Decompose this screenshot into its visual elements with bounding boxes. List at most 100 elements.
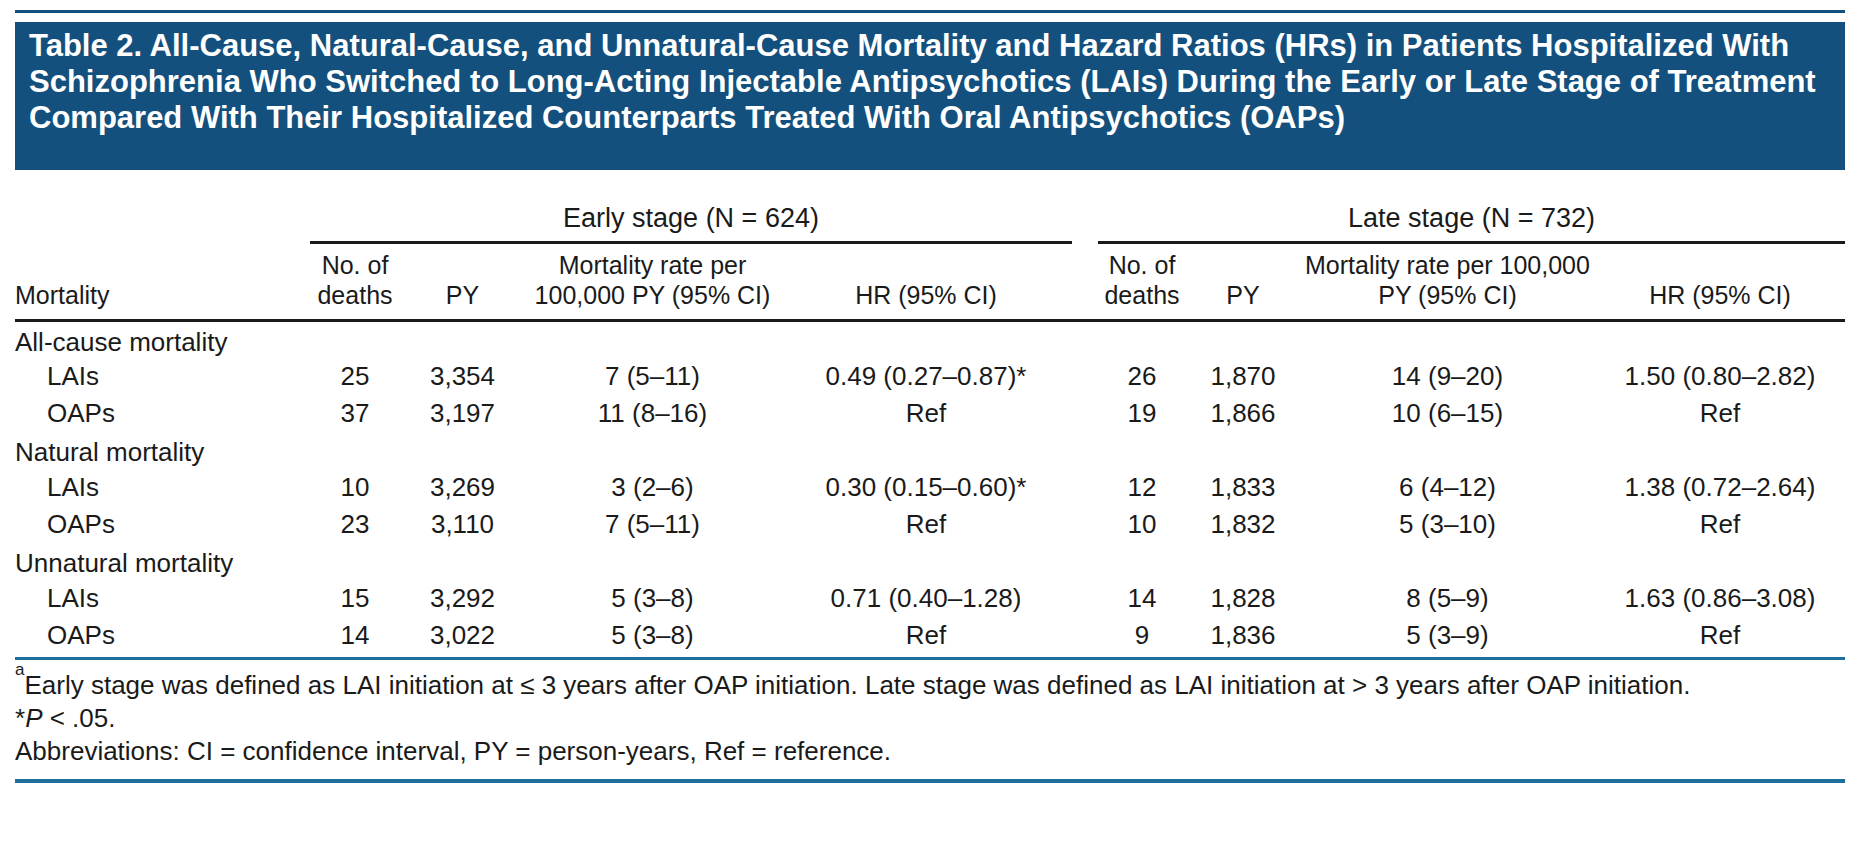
col-header-deaths-early: No. of deaths — [310, 242, 400, 320]
mortality-table: Early stage (N = 624) Late stage (N = 73… — [15, 186, 1845, 654]
cell-hr-early: 0.71 (0.40–1.28) — [780, 580, 1072, 617]
cell-py-late: 1,836 — [1186, 617, 1300, 654]
cell-rate-late: 10 (6–15) — [1300, 395, 1595, 432]
cell-deaths-late: 10 — [1098, 506, 1186, 543]
row-label: OAPs — [15, 506, 310, 543]
col-header-py-late: PY — [1186, 242, 1300, 320]
group-label: Natural mortality — [15, 432, 1845, 469]
footnote-a: aEarly stage was defined as LAI initiati… — [15, 669, 1775, 702]
cell-rate-late: 6 (4–12) — [1300, 469, 1595, 506]
footnote-pvalue: *P < .05. — [15, 702, 1845, 735]
cell-rate-early: 3 (2–6) — [525, 469, 780, 506]
cell-hr-late: 1.50 (0.80–2.82) — [1595, 358, 1845, 395]
cell-hr-early: Ref — [780, 395, 1072, 432]
page: Table 2. All-Cause, Natural-Cause, and U… — [0, 0, 1861, 868]
bottom-divider-rule — [15, 779, 1845, 783]
group-label: Unnatural mortality — [15, 543, 1845, 580]
cell-py-early: 3,197 — [400, 395, 525, 432]
cell-gap — [1072, 580, 1098, 617]
group-label: All-cause mortality — [15, 320, 1845, 358]
col-header-deaths-late: No. of deaths — [1098, 242, 1186, 320]
cell-gap — [1072, 506, 1098, 543]
group-row-all-cause: All-cause mortality — [15, 320, 1845, 358]
cell-py-late: 1,866 — [1186, 395, 1300, 432]
row-label: OAPs — [15, 395, 310, 432]
cell-deaths-late: 14 — [1098, 580, 1186, 617]
cell-py-early: 3,354 — [400, 358, 525, 395]
row-label: OAPs — [15, 617, 310, 654]
table-content: Table 2. All-Cause, Natural-Cause, and U… — [15, 10, 1845, 783]
cell-deaths-early: 37 — [310, 395, 400, 432]
col-header-hr-late: HR (95% CI) — [1595, 242, 1845, 320]
cell-rate-early: 5 (3–8) — [525, 617, 780, 654]
footnote-p-symbol: P — [25, 703, 42, 733]
cell-hr-early: 0.49 (0.27–0.87)* — [780, 358, 1072, 395]
data-row-all-cause-oaps: OAPs 37 3,197 11 (8–16) Ref 19 1,866 10 … — [15, 395, 1845, 432]
spanner-gap-cell — [1072, 186, 1098, 242]
col-header-mortality: Mortality — [15, 242, 310, 320]
footnote-p-rest: < .05. — [42, 703, 115, 733]
cell-gap — [1072, 617, 1098, 654]
col-header-rate-early: Mortality rate per 100,000 PY (95% CI) — [525, 242, 780, 320]
cell-rate-early: 7 (5–11) — [525, 506, 780, 543]
cell-deaths-early: 25 — [310, 358, 400, 395]
data-row-unnatural-lais: LAIs 15 3,292 5 (3–8) 0.71 (0.40–1.28) 1… — [15, 580, 1845, 617]
footnote-a-marker: a — [15, 660, 24, 679]
cell-py-late: 1,828 — [1186, 580, 1300, 617]
cell-rate-early: 7 (5–11) — [525, 358, 780, 395]
cell-deaths-late: 9 — [1098, 617, 1186, 654]
table-title-banner: Table 2. All-Cause, Natural-Cause, and U… — [15, 22, 1845, 170]
footnote-a-text: Early stage was defined as LAI initiatio… — [24, 670, 1690, 700]
cell-deaths-early: 14 — [310, 617, 400, 654]
cell-hr-late: 1.63 (0.86–3.08) — [1595, 580, 1845, 617]
cell-gap — [1072, 358, 1098, 395]
cell-hr-late: Ref — [1595, 506, 1845, 543]
cell-rate-late: 5 (3–9) — [1300, 617, 1595, 654]
cell-rate-late: 8 (5–9) — [1300, 580, 1595, 617]
cell-hr-early: Ref — [780, 506, 1072, 543]
cell-gap — [1072, 395, 1098, 432]
row-label: LAIs — [15, 580, 310, 617]
cell-rate-late: 14 (9–20) — [1300, 358, 1595, 395]
cell-py-late: 1,870 — [1186, 358, 1300, 395]
cell-rate-late: 5 (3–10) — [1300, 506, 1595, 543]
cell-rate-early: 5 (3–8) — [525, 580, 780, 617]
cell-py-early: 3,269 — [400, 469, 525, 506]
data-row-all-cause-lais: LAIs 25 3,354 7 (5–11) 0.49 (0.27–0.87)*… — [15, 358, 1845, 395]
col-header-rate-late: Mortality rate per 100,000 PY (95% CI) — [1300, 242, 1595, 320]
cell-py-early: 3,292 — [400, 580, 525, 617]
col-header-gap — [1072, 242, 1098, 320]
late-stage-header: Late stage (N = 732) — [1098, 186, 1845, 242]
cell-py-late: 1,833 — [1186, 469, 1300, 506]
footnote-abbreviations: Abbreviations: CI = confidence interval,… — [15, 735, 1845, 768]
body-footnote-divider-rule — [15, 657, 1845, 660]
table-title: Table 2. All-Cause, Natural-Cause, and U… — [29, 28, 1816, 135]
col-header-py-early: PY — [400, 242, 525, 320]
column-header-row: Mortality No. of deaths PY Mortality rat… — [15, 242, 1845, 320]
cell-deaths-early: 10 — [310, 469, 400, 506]
cell-hr-late: Ref — [1595, 617, 1845, 654]
stage-spanner-row: Early stage (N = 624) Late stage (N = 73… — [15, 186, 1845, 242]
cell-deaths-early: 15 — [310, 580, 400, 617]
group-row-unnatural: Unnatural mortality — [15, 543, 1845, 580]
row-label: LAIs — [15, 358, 310, 395]
top-divider-rule — [15, 10, 1845, 13]
cell-py-early: 3,022 — [400, 617, 525, 654]
col-header-hr-early: HR (95% CI) — [780, 242, 1072, 320]
cell-deaths-late: 26 — [1098, 358, 1186, 395]
cell-rate-early: 11 (8–16) — [525, 395, 780, 432]
data-row-unnatural-oaps: OAPs 14 3,022 5 (3–8) Ref 9 1,836 5 (3–9… — [15, 617, 1845, 654]
cell-deaths-late: 12 — [1098, 469, 1186, 506]
row-label: LAIs — [15, 469, 310, 506]
spanner-empty-cell — [15, 186, 310, 242]
cell-deaths-late: 19 — [1098, 395, 1186, 432]
early-stage-header: Early stage (N = 624) — [310, 186, 1072, 242]
group-row-natural: Natural mortality — [15, 432, 1845, 469]
data-row-natural-oaps: OAPs 23 3,110 7 (5–11) Ref 10 1,832 5 (3… — [15, 506, 1845, 543]
footnote-p-marker: * — [15, 703, 25, 733]
cell-hr-late: 1.38 (0.72–2.64) — [1595, 469, 1845, 506]
cell-py-late: 1,832 — [1186, 506, 1300, 543]
cell-deaths-early: 23 — [310, 506, 400, 543]
cell-hr-late: Ref — [1595, 395, 1845, 432]
cell-gap — [1072, 469, 1098, 506]
